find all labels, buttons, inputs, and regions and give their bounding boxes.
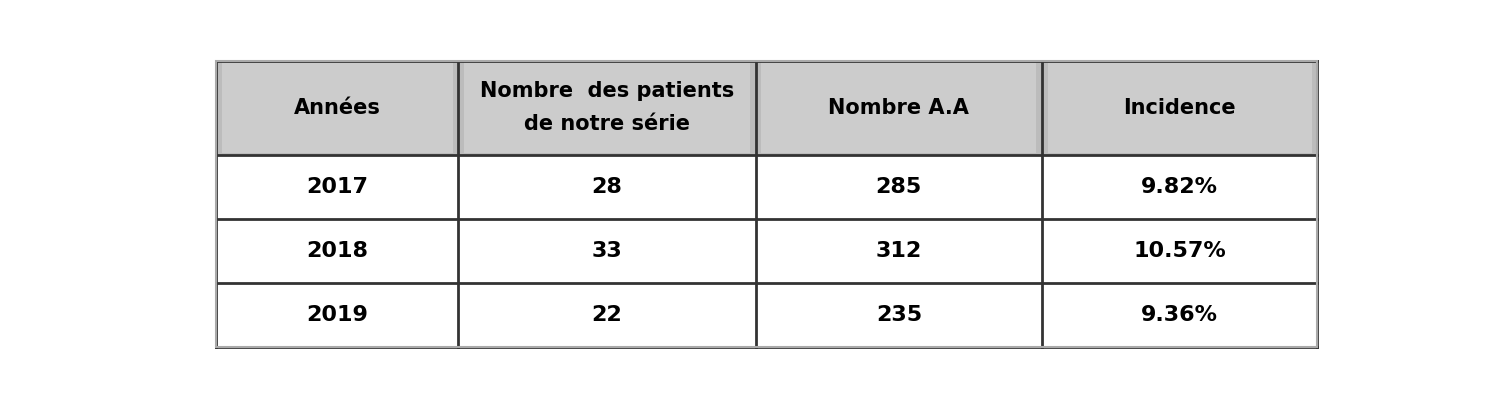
Bar: [215, 61, 458, 155]
Text: 22: 22: [591, 305, 622, 325]
Bar: [215, 283, 458, 347]
Bar: [458, 219, 755, 283]
Bar: [458, 283, 755, 347]
Text: 2018: 2018: [307, 241, 368, 261]
Text: Incidence: Incidence: [1123, 98, 1236, 118]
Text: 2019: 2019: [307, 305, 368, 325]
Text: 9.82%: 9.82%: [1141, 177, 1218, 197]
Bar: [1043, 155, 1318, 219]
Text: 235: 235: [875, 305, 922, 325]
Bar: [755, 61, 1043, 155]
Bar: [1047, 63, 1312, 153]
Text: 33: 33: [591, 241, 622, 261]
Text: 9.36%: 9.36%: [1141, 305, 1218, 325]
Bar: [215, 155, 458, 219]
Text: 312: 312: [875, 241, 922, 261]
Text: 2017: 2017: [307, 177, 368, 197]
Bar: [458, 61, 755, 155]
Bar: [755, 219, 1043, 283]
Bar: [1043, 61, 1318, 155]
Text: 10.57%: 10.57%: [1134, 241, 1227, 261]
Bar: [215, 219, 458, 283]
Bar: [1043, 219, 1318, 283]
Text: 28: 28: [591, 177, 622, 197]
Bar: [761, 63, 1037, 153]
Text: 285: 285: [875, 177, 922, 197]
Bar: [464, 63, 749, 153]
Bar: [755, 155, 1043, 219]
Bar: [221, 63, 452, 153]
Bar: [1043, 283, 1318, 347]
Text: Nombre A.A: Nombre A.A: [829, 98, 969, 118]
Text: Nombre  des patients
de notre série: Nombre des patients de notre série: [480, 82, 735, 134]
Bar: [458, 155, 755, 219]
Bar: [755, 283, 1043, 347]
Text: Années: Années: [293, 98, 380, 118]
